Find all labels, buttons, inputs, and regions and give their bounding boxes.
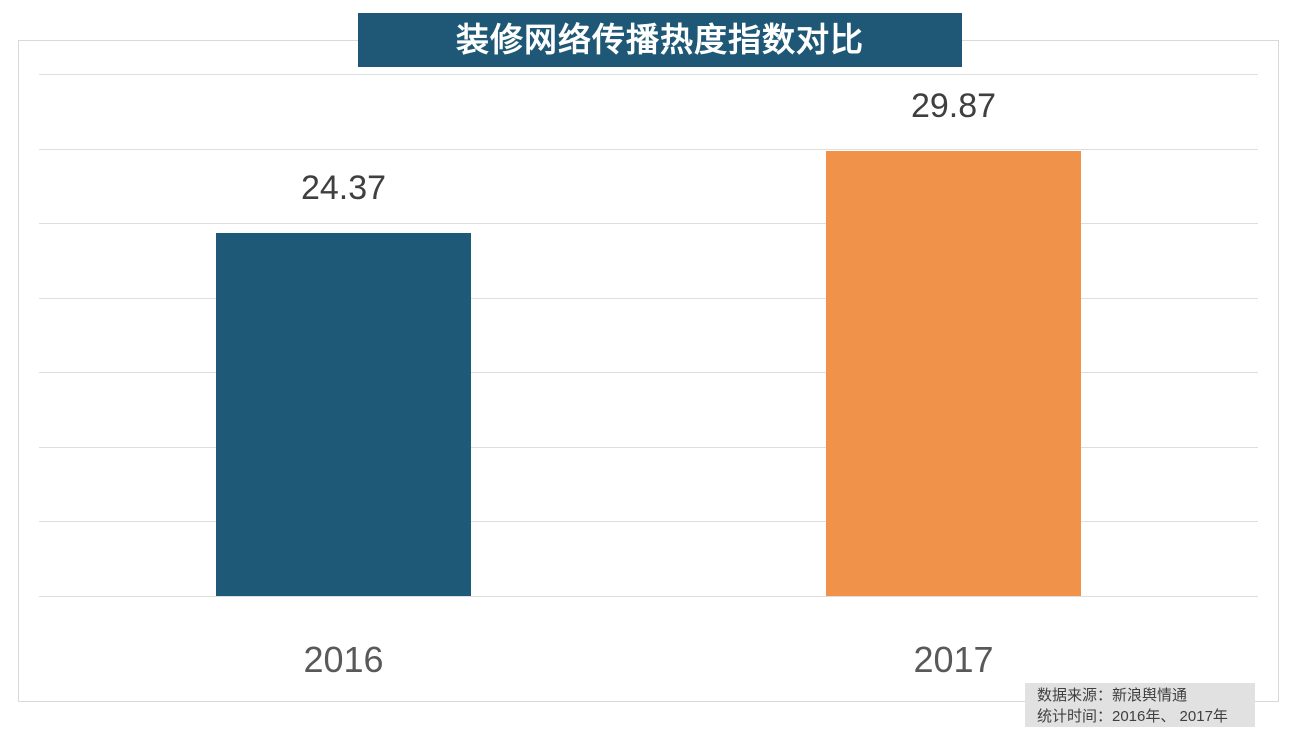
data-source-line: 数据来源：新浪舆情通 (1037, 687, 1188, 704)
gridline (39, 297, 1258, 299)
gridline (39, 521, 1258, 523)
gridline (39, 148, 1258, 150)
gridline (39, 223, 1258, 225)
gridline (39, 74, 1258, 75)
gridline (39, 446, 1258, 448)
bar-group: 29.87 2017 (826, 74, 1081, 678)
bar-group: 24.37 2016 (216, 74, 471, 678)
bar-value-label: 29.87 (910, 86, 997, 125)
gridline (39, 596, 1258, 597)
bar-value-label: 24.37 (300, 168, 387, 207)
stat-period-line: 统计时间：2016年、 2017年 (1037, 708, 1228, 725)
bar (826, 150, 1081, 596)
x-axis-category-label: 2016 (303, 639, 384, 680)
bar (216, 232, 471, 596)
plot-area: 24.37 2016 29.87 2017 (39, 74, 1258, 678)
chart-title: 装修网络传播热度指数对比 (358, 13, 962, 67)
gridline (39, 372, 1258, 374)
data-source-note: 数据来源：新浪舆情通 统计时间：2016年、 2017年 (1025, 683, 1255, 727)
x-axis-category-label: 2017 (913, 639, 994, 680)
